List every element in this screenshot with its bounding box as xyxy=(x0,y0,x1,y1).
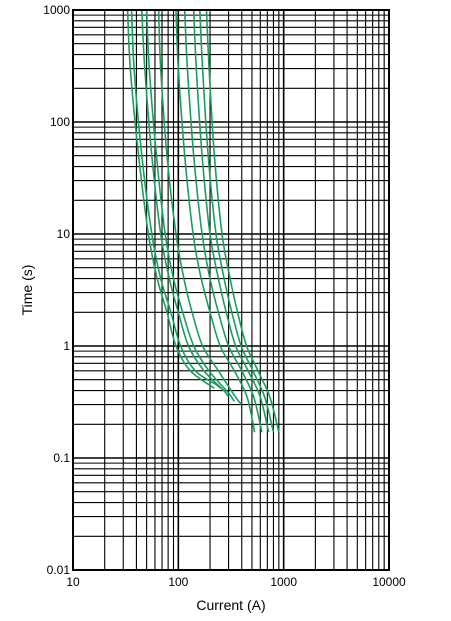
curves xyxy=(126,9,280,433)
series-line-4 xyxy=(145,9,235,402)
plot-frame xyxy=(72,9,390,571)
x-tick-labels: 10 100 1000 10000 xyxy=(66,575,406,589)
y-tick-label: 0.1 xyxy=(53,451,70,465)
series-line-7 xyxy=(183,9,263,433)
x-tick-label: 10000 xyxy=(372,575,406,589)
x-tick-label: 10 xyxy=(66,575,80,589)
y-tick-label: 10 xyxy=(57,227,71,241)
series-line-9 xyxy=(199,9,275,433)
y-tick-label: 1 xyxy=(63,339,70,353)
grid xyxy=(73,10,389,570)
y-tick-label: 0.01 xyxy=(47,563,71,577)
series-line-1 xyxy=(126,9,215,389)
series-line-3 xyxy=(141,9,230,398)
x-tick-label: 100 xyxy=(168,575,188,589)
series-line-2 xyxy=(130,9,221,389)
x-tick-label: 1000 xyxy=(270,575,297,589)
series-line-10 xyxy=(205,9,280,433)
y-tick-label: 1000 xyxy=(43,3,70,17)
y-axis-label: Time (s) xyxy=(19,265,35,316)
x-axis-label: Current (A) xyxy=(196,597,265,613)
series-line-5 xyxy=(157,9,243,406)
y-tick-label: 100 xyxy=(50,115,70,129)
y-tick-labels: 1000 100 10 1 0.1 0.01 xyxy=(43,3,70,577)
series-line-6 xyxy=(175,9,256,433)
series-line-8 xyxy=(192,9,270,433)
